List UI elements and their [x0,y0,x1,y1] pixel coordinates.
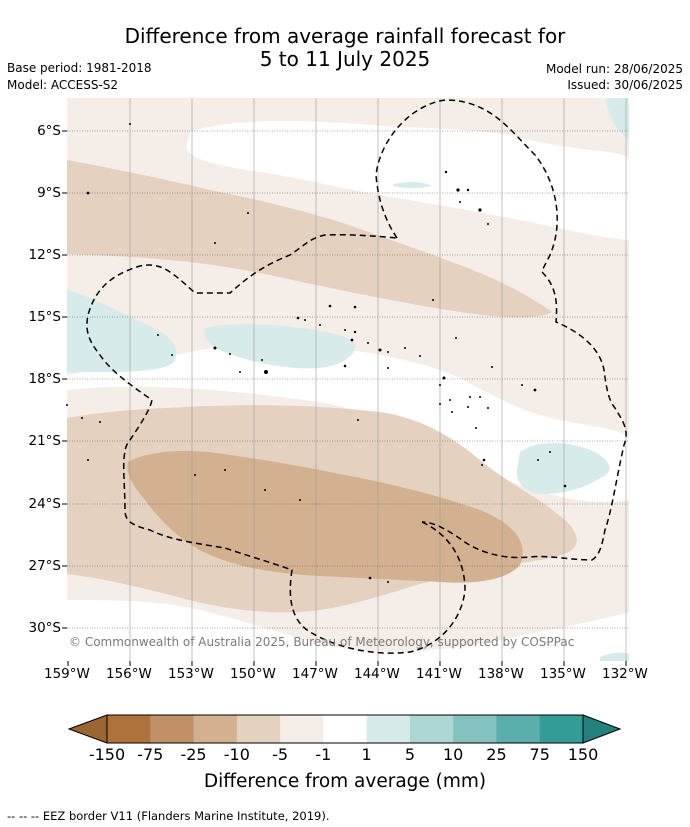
colorbar-label: -150 [88,745,126,764]
lon-label-144w: 144°W [354,666,400,682]
lat-label-30s: 30°S [28,620,62,636]
colorbar-cell [193,715,238,743]
wet-region-northeast [606,98,629,140]
colorbar-under-arrow [67,714,108,744]
colorbar-label: -10 [223,745,250,764]
islands [66,123,567,583]
colorbar-cell [150,715,195,743]
lat-label-15s: 15°S [28,309,62,325]
axis-ticks [62,130,627,666]
colorbar-cell [323,715,368,743]
colorbar-label: 10 [442,745,464,764]
colorbar-label: 25 [486,745,507,764]
eez-borders [86,99,627,654]
map-title-line2: 5 to 11 July 2025 [259,47,431,71]
lon-label-141w: 141°W [416,666,462,682]
colorbar-cell [539,715,584,743]
colorbar-label: -25 [180,745,207,764]
colorbar-label: -5 [272,745,289,764]
colorbar-cell [366,715,411,743]
lon-label-159w: 159°W [44,666,90,682]
colorbar-label: 75 [529,745,550,764]
lon-label-138w: 138°W [478,666,524,682]
colorbar-cell [236,715,281,743]
colorbar-label: 5 [404,745,415,764]
lat-label-12s: 12°S [28,247,62,263]
latitude-gridlines [67,130,629,629]
colorbar-cell [280,715,324,743]
issued-text: Issued: 30/06/2025 [567,78,683,92]
base-period-text: Base period: 1981-2018 [7,61,152,75]
lat-label-24s: 24°S [28,496,62,512]
neutral-region-south [67,600,629,661]
colorbar-cell [107,715,151,743]
lat-label-21s: 21°S [28,433,62,449]
lon-label-150w: 150°W [230,666,276,682]
colorbar-cell [409,715,454,743]
lat-label-9s: 9°S [37,185,61,201]
lat-label-6s: 6°S [37,123,61,139]
eez-legend-text: EEZ border V11 (Flanders Marine Institut… [42,809,330,823]
lat-label-18s: 18°S [28,371,62,387]
model-run-text: Model run: 28/06/2025 [545,62,683,76]
lon-label-147w: 147°W [292,666,338,682]
wet-patch-small [392,182,432,189]
colorbar-label: -75 [137,745,164,764]
colorbar [67,714,622,744]
wet-region-east [516,443,610,494]
wet-patch-southeast [600,652,629,661]
dry-core-south [127,450,523,583]
lon-label-153w: 153°W [168,666,214,682]
wet-region-central [204,324,356,369]
lon-label-156w: 156°W [106,666,152,682]
dry-band-north [67,160,552,318]
wet-region-west [67,290,177,372]
copyright-notice: © Commonwealth of Australia 2025, Bureau… [69,635,575,649]
colorbar-cell [453,715,497,743]
lon-label-135w: 135°W [540,666,586,682]
colorbar-title: Difference from average (mm) [203,771,487,792]
neutral-region-north [186,121,629,240]
colorbar-over-arrow [582,714,622,744]
eez-legend-symbol: -- -- -- [7,809,40,823]
lat-label-27s: 27°S [28,558,62,574]
map-title-line1: Difference from average rainfall forecas… [124,24,566,48]
colorbar-label: -1 [315,745,332,764]
model-text: Model: ACCESS-S2 [7,78,119,92]
colorbar-label: 1 [361,745,372,764]
eez-legend: -- -- -- EEZ border V11 (Flanders Marine… [7,809,330,823]
colorbar-label: 150 [567,745,599,764]
neutral-region-central [67,343,629,502]
colorbar-cell [496,715,541,743]
lon-label-132w: 132°W [602,666,648,682]
